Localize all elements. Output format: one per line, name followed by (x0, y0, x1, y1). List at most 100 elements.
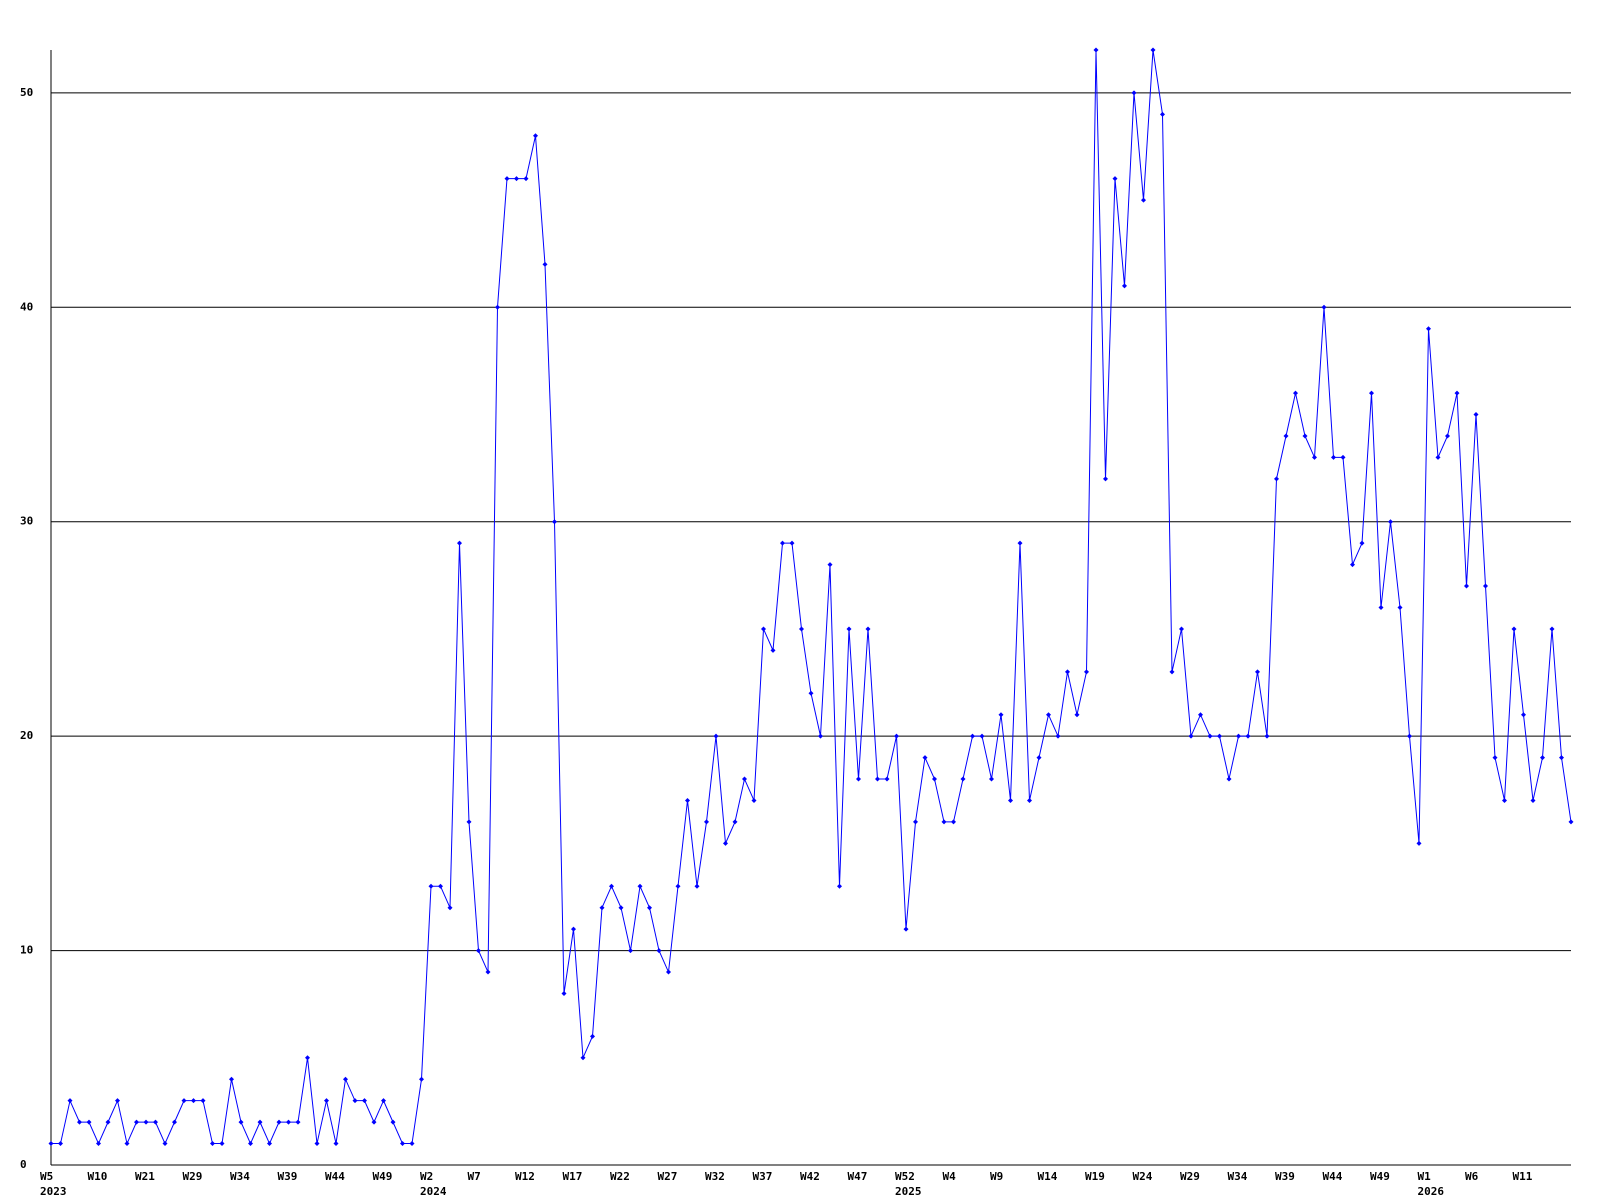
data-point (419, 1076, 424, 1082)
data-point (1549, 626, 1555, 632)
x-year-label: 2026 (1418, 1185, 1445, 1198)
x-tick-label: W7 (468, 1170, 481, 1183)
x-tick-label: W2 (420, 1170, 433, 1183)
data-point (1568, 819, 1574, 825)
x-tick-label: W44 (325, 1170, 345, 1183)
data-point (428, 883, 434, 889)
x-tick-label: W6 (1465, 1170, 1479, 1183)
data-point (561, 990, 567, 996)
data-point (1008, 797, 1013, 803)
data-point (808, 690, 814, 696)
data-point (542, 261, 548, 267)
data-point (466, 819, 472, 825)
data-point (1492, 755, 1498, 761)
data-point (1483, 583, 1488, 589)
data-point (1521, 712, 1526, 718)
y-tick-label: 0 (20, 1158, 27, 1171)
data-point (1122, 283, 1127, 289)
data-point (552, 519, 557, 525)
data-point (694, 883, 700, 889)
data-point (1407, 733, 1412, 739)
data-point (932, 776, 937, 782)
data-point (67, 1098, 73, 1104)
x-tick-label: W5 (40, 1170, 53, 1183)
data-point (134, 1119, 139, 1125)
x-year-label: 2025 (895, 1185, 922, 1198)
data-point (637, 883, 643, 889)
data-point (162, 1141, 168, 1147)
x-tick-label: W14 (1038, 1170, 1058, 1183)
data-point (1397, 605, 1403, 610)
x-tick-label: W4 (943, 1170, 957, 1183)
data-point (229, 1076, 234, 1082)
data-point (1217, 733, 1222, 739)
y-tick-label: 50 (20, 86, 33, 99)
data-point (1321, 304, 1327, 310)
data-point (86, 1119, 92, 1125)
data-point (238, 1119, 244, 1125)
x-tick-label: W52 (895, 1170, 915, 1183)
data-point (1169, 669, 1175, 675)
data-point (143, 1119, 149, 1125)
y-tick-label: 20 (20, 729, 33, 742)
data-point (1530, 797, 1536, 803)
data-point (1027, 797, 1032, 803)
data-point (400, 1141, 405, 1147)
data-point (789, 540, 795, 546)
data-point (1245, 733, 1251, 739)
data-point (115, 1098, 120, 1104)
data-point (1017, 540, 1023, 546)
data-point (105, 1119, 111, 1125)
data-point (704, 819, 709, 825)
data-point (276, 1119, 282, 1125)
x-tick-label: W44 (1323, 1170, 1343, 1183)
data-point (875, 776, 880, 782)
y-tick-label: 10 (20, 944, 33, 957)
data-point (837, 883, 842, 889)
data-point (628, 948, 633, 954)
x-tick-label: W39 (278, 1170, 298, 1183)
x-tick-label: W22 (610, 1170, 630, 1183)
data-point (1359, 540, 1365, 546)
data-point (504, 176, 510, 182)
data-point (77, 1119, 82, 1125)
data-point (286, 1119, 291, 1125)
data-point (58, 1141, 63, 1147)
data-point (1074, 712, 1080, 718)
x-tick-label: W47 (848, 1170, 868, 1183)
data-point (1236, 733, 1241, 739)
data-point (1065, 669, 1070, 675)
data-point (1198, 712, 1203, 718)
data-point (457, 540, 462, 546)
data-point (780, 540, 785, 546)
data-point (609, 883, 614, 889)
data-point (257, 1119, 263, 1125)
data-point (1511, 626, 1517, 632)
data-point (390, 1119, 396, 1125)
data-point (1274, 476, 1279, 482)
data-point (248, 1141, 253, 1147)
data-point (751, 797, 757, 803)
x-tick-label: W9 (990, 1170, 1003, 1183)
data-point (903, 926, 909, 932)
data-point (599, 905, 605, 911)
data-point (96, 1141, 101, 1147)
data-point (723, 840, 728, 846)
data-point (1340, 454, 1346, 460)
data-point (761, 626, 766, 632)
x-tick-label: W10 (88, 1170, 108, 1183)
data-point (523, 176, 529, 182)
data-point (1416, 840, 1422, 846)
data-point (153, 1119, 158, 1125)
data-point (1055, 733, 1061, 739)
data-point (1502, 797, 1507, 803)
data-point (1046, 712, 1051, 718)
data-point (371, 1119, 377, 1125)
x-tick-label: W32 (705, 1170, 725, 1183)
data-point (1331, 454, 1336, 460)
data-point (894, 733, 899, 739)
data-point (495, 304, 500, 310)
data-point (1435, 454, 1441, 460)
data-point (618, 905, 624, 911)
data-point (381, 1098, 386, 1104)
